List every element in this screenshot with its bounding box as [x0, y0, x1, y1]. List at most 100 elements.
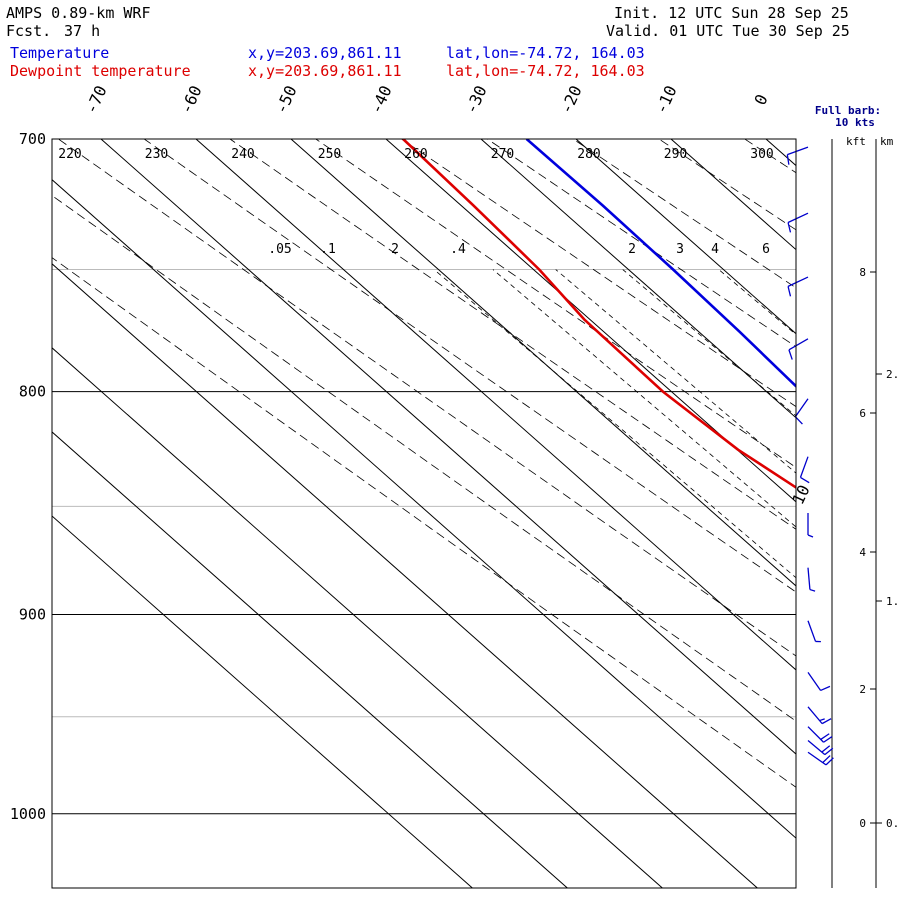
legend-temperature-xy: x,y=203.69,861.11: [248, 44, 402, 62]
mixing-ratio-label: 2: [628, 242, 636, 257]
temperature-tick-label: -20: [556, 83, 585, 117]
pressure-tick-label: 1000: [10, 805, 46, 823]
valid-time: Valid. 01 UTC Tue 30 Sep 25: [606, 22, 850, 40]
dry-adiabat-label: 230: [145, 147, 168, 162]
isotherm-line: [765, 139, 796, 167]
wind-barb-flag: [825, 757, 834, 766]
wind-barb-flag: [821, 745, 831, 753]
temperature-tick-label: -10: [651, 83, 680, 117]
mixing-ratio-line: [846, 270, 900, 888]
wind-barb-staff: [807, 672, 822, 691]
temperature-tick-label: 0: [750, 91, 771, 108]
dry-adiabat-line: [743, 139, 796, 174]
km-tick-label: 0.: [886, 817, 899, 830]
forecast-label: Fcst.: [6, 22, 52, 40]
isotherm-line: [670, 139, 796, 251]
dry-adiabat-line: [315, 139, 796, 468]
kft-tick-label: 8: [859, 266, 866, 279]
wind-barb-flag: [800, 476, 810, 484]
dry-adiabat-label: 290: [664, 147, 687, 162]
mixing-ratio-label: 6: [762, 242, 770, 257]
dry-adiabat-label: 260: [404, 147, 427, 162]
dry-adiabat-label: 240: [231, 147, 254, 162]
legend-dewpoint-xy: x,y=203.69,861.11: [248, 62, 402, 80]
isotherm-line: [480, 139, 796, 419]
dry-adiabat-label: 280: [577, 147, 600, 162]
dry-adiabat-line: [486, 139, 796, 348]
dry-adiabat-label: 220: [58, 147, 81, 162]
wind-barb-staff: [807, 726, 825, 743]
mixing-ratio-label: .4: [450, 242, 466, 257]
dewpoint-line: [402, 139, 796, 490]
wind-barb: [807, 706, 832, 725]
wind-barb-flag: [787, 286, 792, 297]
kft-tick-label: 4: [859, 546, 866, 559]
forecast-hours: 37 h: [64, 22, 101, 40]
wind-barb: [786, 146, 809, 165]
mixing-ratio-line: [555, 269, 796, 474]
wind-barb: [807, 672, 831, 692]
temperature-tick-label: -40: [366, 83, 395, 117]
wind-barb-staff: [799, 456, 809, 478]
wind-barb-staff: [807, 740, 826, 756]
wind-barb-flag: [819, 718, 825, 722]
wind-barb: [807, 740, 834, 756]
km-tick-label: 2.: [886, 368, 899, 381]
isotherm-line: [52, 347, 663, 888]
pressure-tick-label: 900: [19, 605, 46, 623]
km-unit-label: km: [880, 135, 894, 148]
isotherm-line: [52, 263, 758, 888]
isotherm-line: [290, 139, 796, 587]
wind-barb-flag: [823, 736, 833, 743]
wind-barb: [807, 567, 816, 592]
dry-adiabat-label: 300: [750, 147, 773, 162]
wind-barb-flag: [794, 416, 803, 425]
model-title: AMPS 0.89-km WRF: [6, 4, 151, 22]
wind-barb-flag: [787, 222, 792, 233]
kft-unit-label: kft: [846, 135, 866, 148]
dry-adiabat-line: [400, 139, 796, 408]
isotherm-line: [195, 139, 796, 671]
mixing-ratio-label: 3: [676, 242, 684, 257]
wind-barb-staff: [807, 620, 817, 642]
full-barb-note: Full barb:: [815, 104, 881, 117]
dry-adiabat-label: 250: [318, 147, 341, 162]
temperature-line: [525, 139, 796, 389]
kft-tick-label: 6: [859, 407, 866, 420]
temperature-tick-label: -60: [176, 83, 205, 117]
wind-barb: [788, 338, 809, 360]
isotherm-line: [52, 179, 796, 839]
wind-barb: [807, 751, 834, 766]
dry-adiabat-label: 270: [491, 147, 514, 162]
mixing-ratio-label: .1: [320, 242, 336, 257]
wind-barb-flag: [809, 588, 816, 592]
legend-temperature-latlon: lat,lon=-74.72, 164.03: [446, 44, 645, 62]
wind-barb-flag: [820, 685, 831, 692]
isotherm-line: [861, 139, 900, 888]
wind-barb: [787, 212, 809, 233]
legend-dewpoint-latlon: lat,lon=-74.72, 164.03: [446, 62, 645, 80]
isotherm-line: [385, 139, 796, 503]
full-barb-value: 10 kts: [835, 116, 875, 129]
pressure-tick-label: 700: [19, 130, 46, 148]
wind-barb-flag: [807, 534, 814, 538]
wind-barb: [807, 512, 814, 538]
wind-barb-flag: [788, 349, 793, 360]
wind-barb-staff: [807, 567, 811, 590]
mixing-ratio-label: 4: [711, 242, 719, 257]
isotherm-line: [100, 139, 796, 755]
wind-barb: [794, 398, 809, 425]
mixing-ratio-label: 2: [391, 242, 399, 257]
isotherm-line: [52, 515, 473, 888]
mixing-ratio-line: [797, 270, 900, 888]
mixing-ratio-label: .05: [268, 242, 291, 257]
wind-barb-staff: [787, 212, 809, 224]
pressure-tick-label: 800: [19, 383, 46, 401]
